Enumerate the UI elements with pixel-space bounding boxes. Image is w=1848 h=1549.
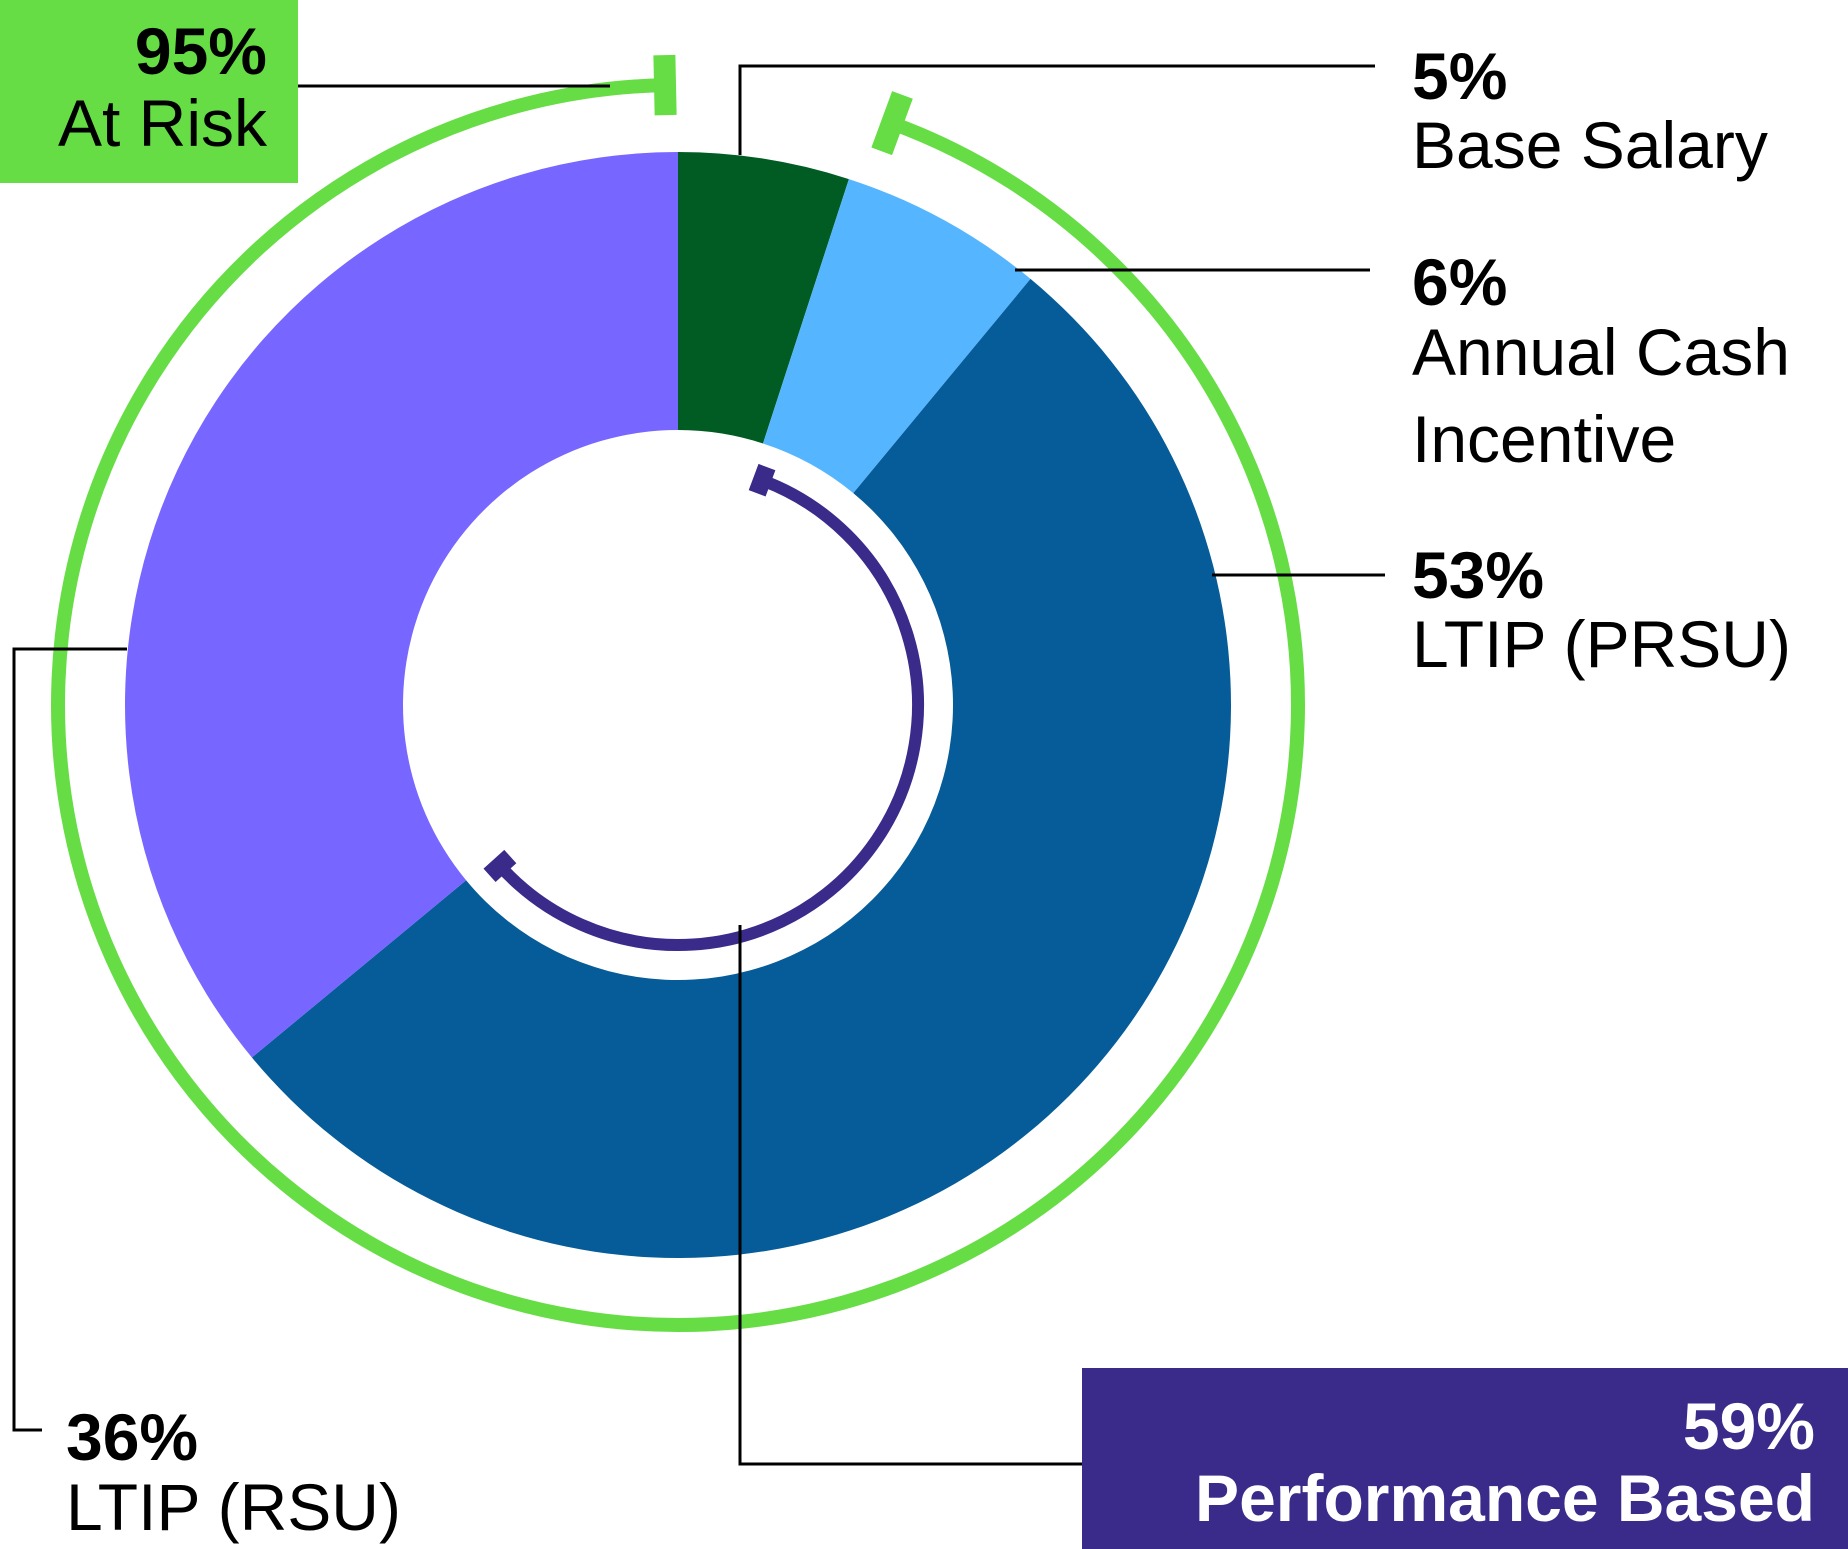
performance-based-arc-cap-start — [748, 463, 776, 497]
leader-line-ltip-rsu — [12, 647, 127, 1432]
annual-cash-incentive-percent: 6% — [1412, 245, 1507, 319]
performance-based-badge — [1082, 1368, 1848, 1549]
at-risk-arc-cap-start — [871, 91, 913, 156]
donut-slice-ltip-prsu — [251, 278, 1231, 1258]
annual-cash-incentive-label-line-1: Annual Cash — [1412, 315, 1790, 389]
leader-line-base-salary — [738, 64, 1375, 155]
donut-slice-base-salary — [678, 152, 849, 444]
ltip-rsu-label: LTIP (RSU) — [66, 1470, 401, 1544]
donut-slice-ltip-rsu — [125, 152, 679, 1058]
performance-based-arc — [494, 473, 924, 951]
annual-cash-incentive-label-line-2: Incentive — [1412, 402, 1676, 476]
ltip-prsu-label: LTIP (PRSU) — [1412, 607, 1791, 681]
ltip-rsu-percent: 36% — [66, 1400, 198, 1474]
at-risk-arc — [51, 78, 1305, 1332]
base-salary-percent: 5% — [1412, 39, 1507, 113]
performance-based-percent: 59% — [1683, 1389, 1815, 1463]
ltip-prsu-percent: 53% — [1412, 538, 1544, 612]
leader-line-performance-based — [738, 925, 1082, 1466]
base-salary-label: Base Salary — [1412, 108, 1768, 182]
at-risk-percent: 95% — [135, 14, 267, 88]
performance-based-label: Performance Based — [1195, 1461, 1815, 1535]
at-risk-arc-cap-end — [653, 54, 677, 116]
performance-based-arc-cap-end — [483, 849, 517, 882]
at-risk-label: At Risk — [58, 86, 268, 160]
donut-slice-annual-cash-incentive — [762, 179, 1031, 494]
at-risk-badge — [0, 0, 298, 183]
